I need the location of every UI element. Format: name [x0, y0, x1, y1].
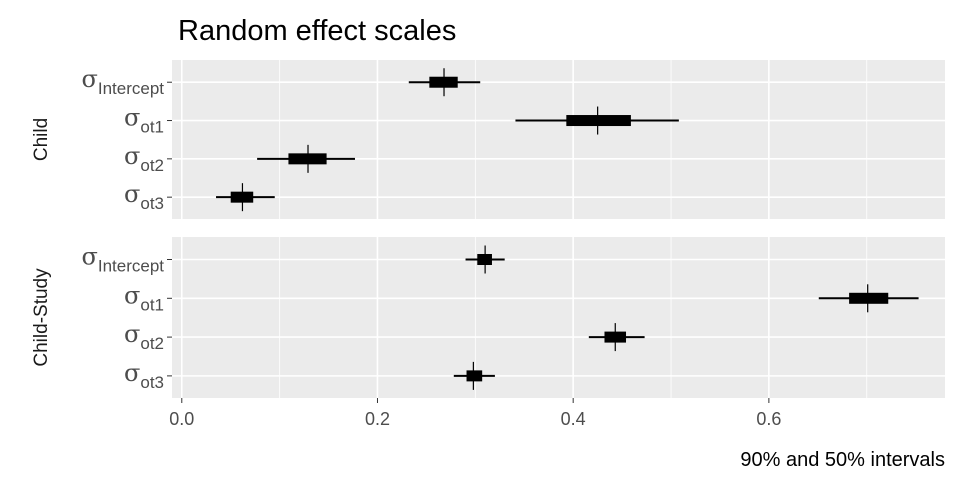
y-tick-subscript: ot3: [140, 194, 164, 213]
y-tick-label: σIntercept: [81, 65, 164, 98]
facets: σInterceptσot1σot2σot3ChildσInterceptσot…: [31, 60, 945, 398]
y-tick-subscript: Intercept: [98, 79, 164, 98]
y-tick-label: σIntercept: [81, 243, 164, 276]
y-tick-symbol: σ: [124, 320, 140, 348]
x-axis: 0.0 0.2 0.4 0.6: [169, 398, 781, 429]
interval-inner: [849, 292, 889, 304]
chart-title: Random effect scales: [178, 15, 456, 47]
y-tick-symbol: σ: [124, 281, 140, 309]
y-tick-symbol: σ: [81, 65, 97, 93]
y-tick-symbol: σ: [124, 104, 140, 132]
y-tick-subscript: ot1: [140, 295, 164, 314]
y-tick-label: σot3: [124, 359, 164, 392]
y-tick-label: σot3: [124, 180, 164, 213]
x-tick-label: 0.0: [169, 409, 194, 429]
x-tick-label: 0.6: [756, 409, 781, 429]
y-tick-label: σot1: [124, 281, 164, 314]
panel-background: [172, 60, 945, 219]
interval-inner: [566, 115, 631, 127]
y-tick-label: σot2: [124, 142, 164, 175]
x-axis-label: 90% and 50% intervals: [740, 449, 945, 471]
y-tick-subscript: ot2: [140, 334, 164, 353]
y-tick-label: σot2: [124, 320, 164, 353]
y-tick-subscript: ot2: [140, 156, 164, 175]
y-tick-symbol: σ: [124, 142, 140, 170]
y-tick-label: σot1: [124, 104, 164, 137]
panel-background: [172, 237, 945, 398]
x-tick-label: 0.4: [561, 409, 586, 429]
y-tick-subscript: Intercept: [98, 257, 164, 276]
y-tick-subscript: ot1: [140, 118, 164, 137]
facet-label: Child-Study: [31, 268, 52, 367]
y-tick-subscript: ot3: [140, 373, 164, 392]
y-tick-symbol: σ: [124, 359, 140, 387]
interval-inner: [466, 370, 483, 382]
facet-label: Child: [31, 118, 52, 161]
y-tick-symbol: σ: [124, 180, 140, 208]
x-tick-label: 0.2: [365, 409, 390, 429]
y-tick-symbol: σ: [81, 243, 97, 271]
